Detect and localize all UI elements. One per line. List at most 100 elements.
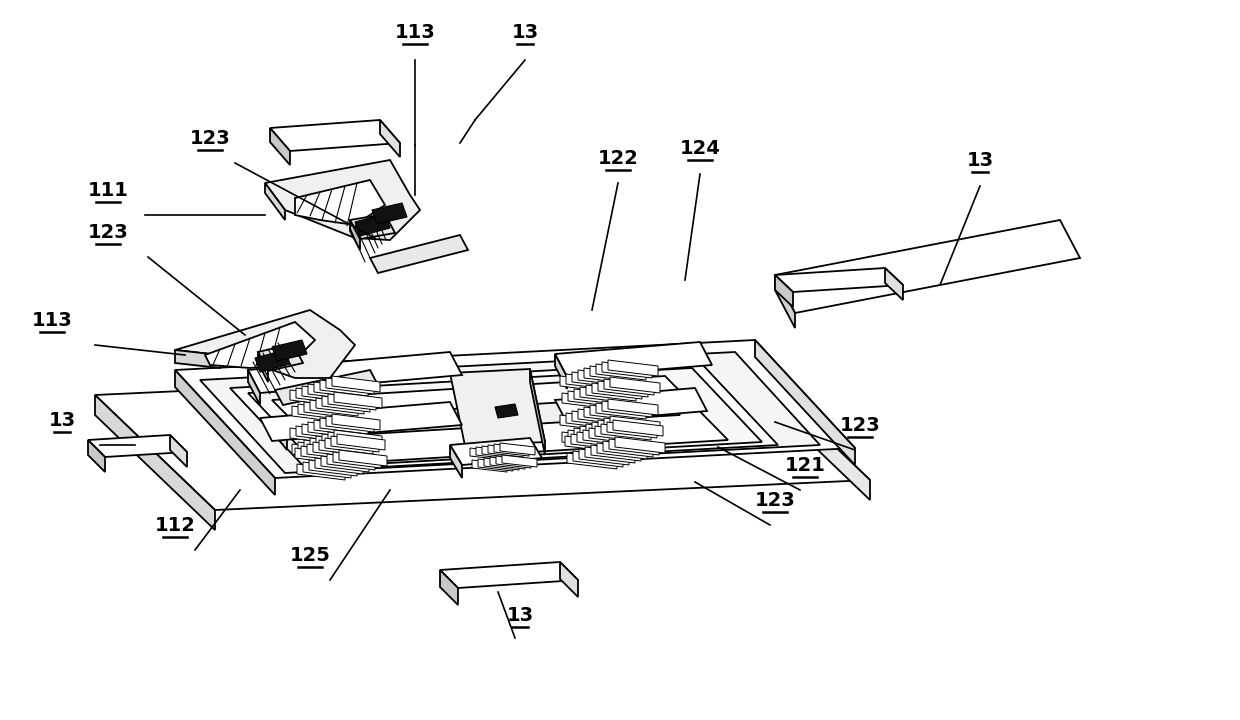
Polygon shape bbox=[327, 454, 374, 470]
Polygon shape bbox=[440, 562, 578, 588]
Polygon shape bbox=[272, 340, 308, 361]
Polygon shape bbox=[275, 370, 378, 405]
Polygon shape bbox=[596, 443, 647, 459]
Polygon shape bbox=[379, 120, 401, 157]
Polygon shape bbox=[334, 392, 382, 408]
Polygon shape bbox=[775, 275, 794, 307]
Polygon shape bbox=[560, 562, 578, 597]
Polygon shape bbox=[322, 396, 370, 412]
Polygon shape bbox=[320, 418, 368, 434]
Polygon shape bbox=[610, 377, 660, 393]
Polygon shape bbox=[290, 390, 339, 406]
Polygon shape bbox=[591, 422, 642, 438]
Polygon shape bbox=[272, 396, 680, 439]
Polygon shape bbox=[589, 428, 639, 444]
Polygon shape bbox=[573, 451, 622, 467]
Polygon shape bbox=[583, 430, 632, 446]
Polygon shape bbox=[321, 456, 370, 472]
Polygon shape bbox=[755, 340, 856, 465]
Polygon shape bbox=[596, 403, 646, 419]
Polygon shape bbox=[322, 434, 370, 450]
Polygon shape bbox=[258, 344, 303, 371]
Polygon shape bbox=[601, 362, 652, 378]
Polygon shape bbox=[310, 438, 358, 454]
Polygon shape bbox=[248, 352, 463, 393]
Polygon shape bbox=[562, 393, 613, 409]
Text: 113: 113 bbox=[394, 23, 435, 42]
Polygon shape bbox=[565, 413, 616, 429]
Polygon shape bbox=[775, 275, 795, 328]
Polygon shape bbox=[595, 426, 645, 442]
Polygon shape bbox=[560, 376, 610, 392]
Polygon shape bbox=[450, 445, 463, 478]
Polygon shape bbox=[298, 464, 345, 480]
Text: 123: 123 bbox=[190, 129, 231, 148]
Polygon shape bbox=[308, 444, 355, 460]
Polygon shape bbox=[200, 352, 820, 473]
Polygon shape bbox=[585, 447, 635, 463]
Polygon shape bbox=[334, 430, 382, 446]
Polygon shape bbox=[482, 446, 517, 458]
Text: 13: 13 bbox=[511, 23, 538, 42]
Polygon shape bbox=[265, 160, 420, 240]
Text: 13: 13 bbox=[506, 606, 533, 625]
Polygon shape bbox=[272, 376, 728, 464]
Polygon shape bbox=[304, 402, 352, 418]
Polygon shape bbox=[572, 411, 622, 427]
Polygon shape bbox=[310, 400, 358, 416]
Polygon shape bbox=[598, 420, 649, 436]
Polygon shape bbox=[339, 450, 387, 466]
Polygon shape bbox=[556, 342, 712, 377]
Polygon shape bbox=[334, 452, 381, 468]
Polygon shape bbox=[175, 350, 219, 368]
Polygon shape bbox=[329, 432, 376, 448]
Polygon shape bbox=[604, 418, 653, 434]
Polygon shape bbox=[205, 322, 315, 368]
Polygon shape bbox=[314, 382, 362, 398]
Text: 113: 113 bbox=[32, 311, 72, 330]
Polygon shape bbox=[484, 458, 520, 470]
Polygon shape bbox=[615, 437, 665, 453]
Polygon shape bbox=[350, 220, 360, 250]
Polygon shape bbox=[579, 449, 629, 465]
Polygon shape bbox=[440, 570, 458, 605]
Polygon shape bbox=[590, 366, 640, 382]
Polygon shape bbox=[500, 443, 534, 455]
Polygon shape bbox=[591, 445, 641, 461]
Text: 121: 121 bbox=[785, 456, 826, 475]
Polygon shape bbox=[304, 440, 352, 456]
Polygon shape bbox=[175, 310, 355, 378]
Polygon shape bbox=[88, 435, 187, 457]
Polygon shape bbox=[298, 442, 346, 458]
Polygon shape bbox=[580, 426, 630, 442]
Polygon shape bbox=[604, 379, 653, 395]
Polygon shape bbox=[291, 444, 340, 460]
Polygon shape bbox=[326, 416, 374, 432]
Polygon shape bbox=[270, 128, 290, 165]
Polygon shape bbox=[556, 354, 567, 389]
Polygon shape bbox=[489, 445, 523, 457]
Polygon shape bbox=[295, 180, 384, 225]
Polygon shape bbox=[613, 420, 663, 436]
Polygon shape bbox=[255, 350, 290, 372]
Polygon shape bbox=[596, 364, 646, 380]
Polygon shape bbox=[314, 420, 362, 436]
Polygon shape bbox=[319, 440, 367, 456]
Text: 123: 123 bbox=[839, 416, 880, 435]
Polygon shape bbox=[578, 409, 627, 425]
Polygon shape bbox=[295, 448, 343, 464]
Polygon shape bbox=[572, 372, 622, 388]
Polygon shape bbox=[885, 268, 903, 300]
Polygon shape bbox=[265, 183, 285, 220]
Polygon shape bbox=[329, 394, 376, 410]
Polygon shape bbox=[570, 434, 621, 450]
Polygon shape bbox=[560, 415, 610, 431]
Polygon shape bbox=[370, 235, 467, 273]
Polygon shape bbox=[568, 391, 618, 407]
Polygon shape bbox=[316, 398, 365, 414]
Polygon shape bbox=[750, 365, 870, 500]
Polygon shape bbox=[450, 369, 546, 446]
Polygon shape bbox=[258, 352, 268, 382]
Polygon shape bbox=[601, 424, 651, 440]
Text: 13: 13 bbox=[966, 151, 993, 170]
